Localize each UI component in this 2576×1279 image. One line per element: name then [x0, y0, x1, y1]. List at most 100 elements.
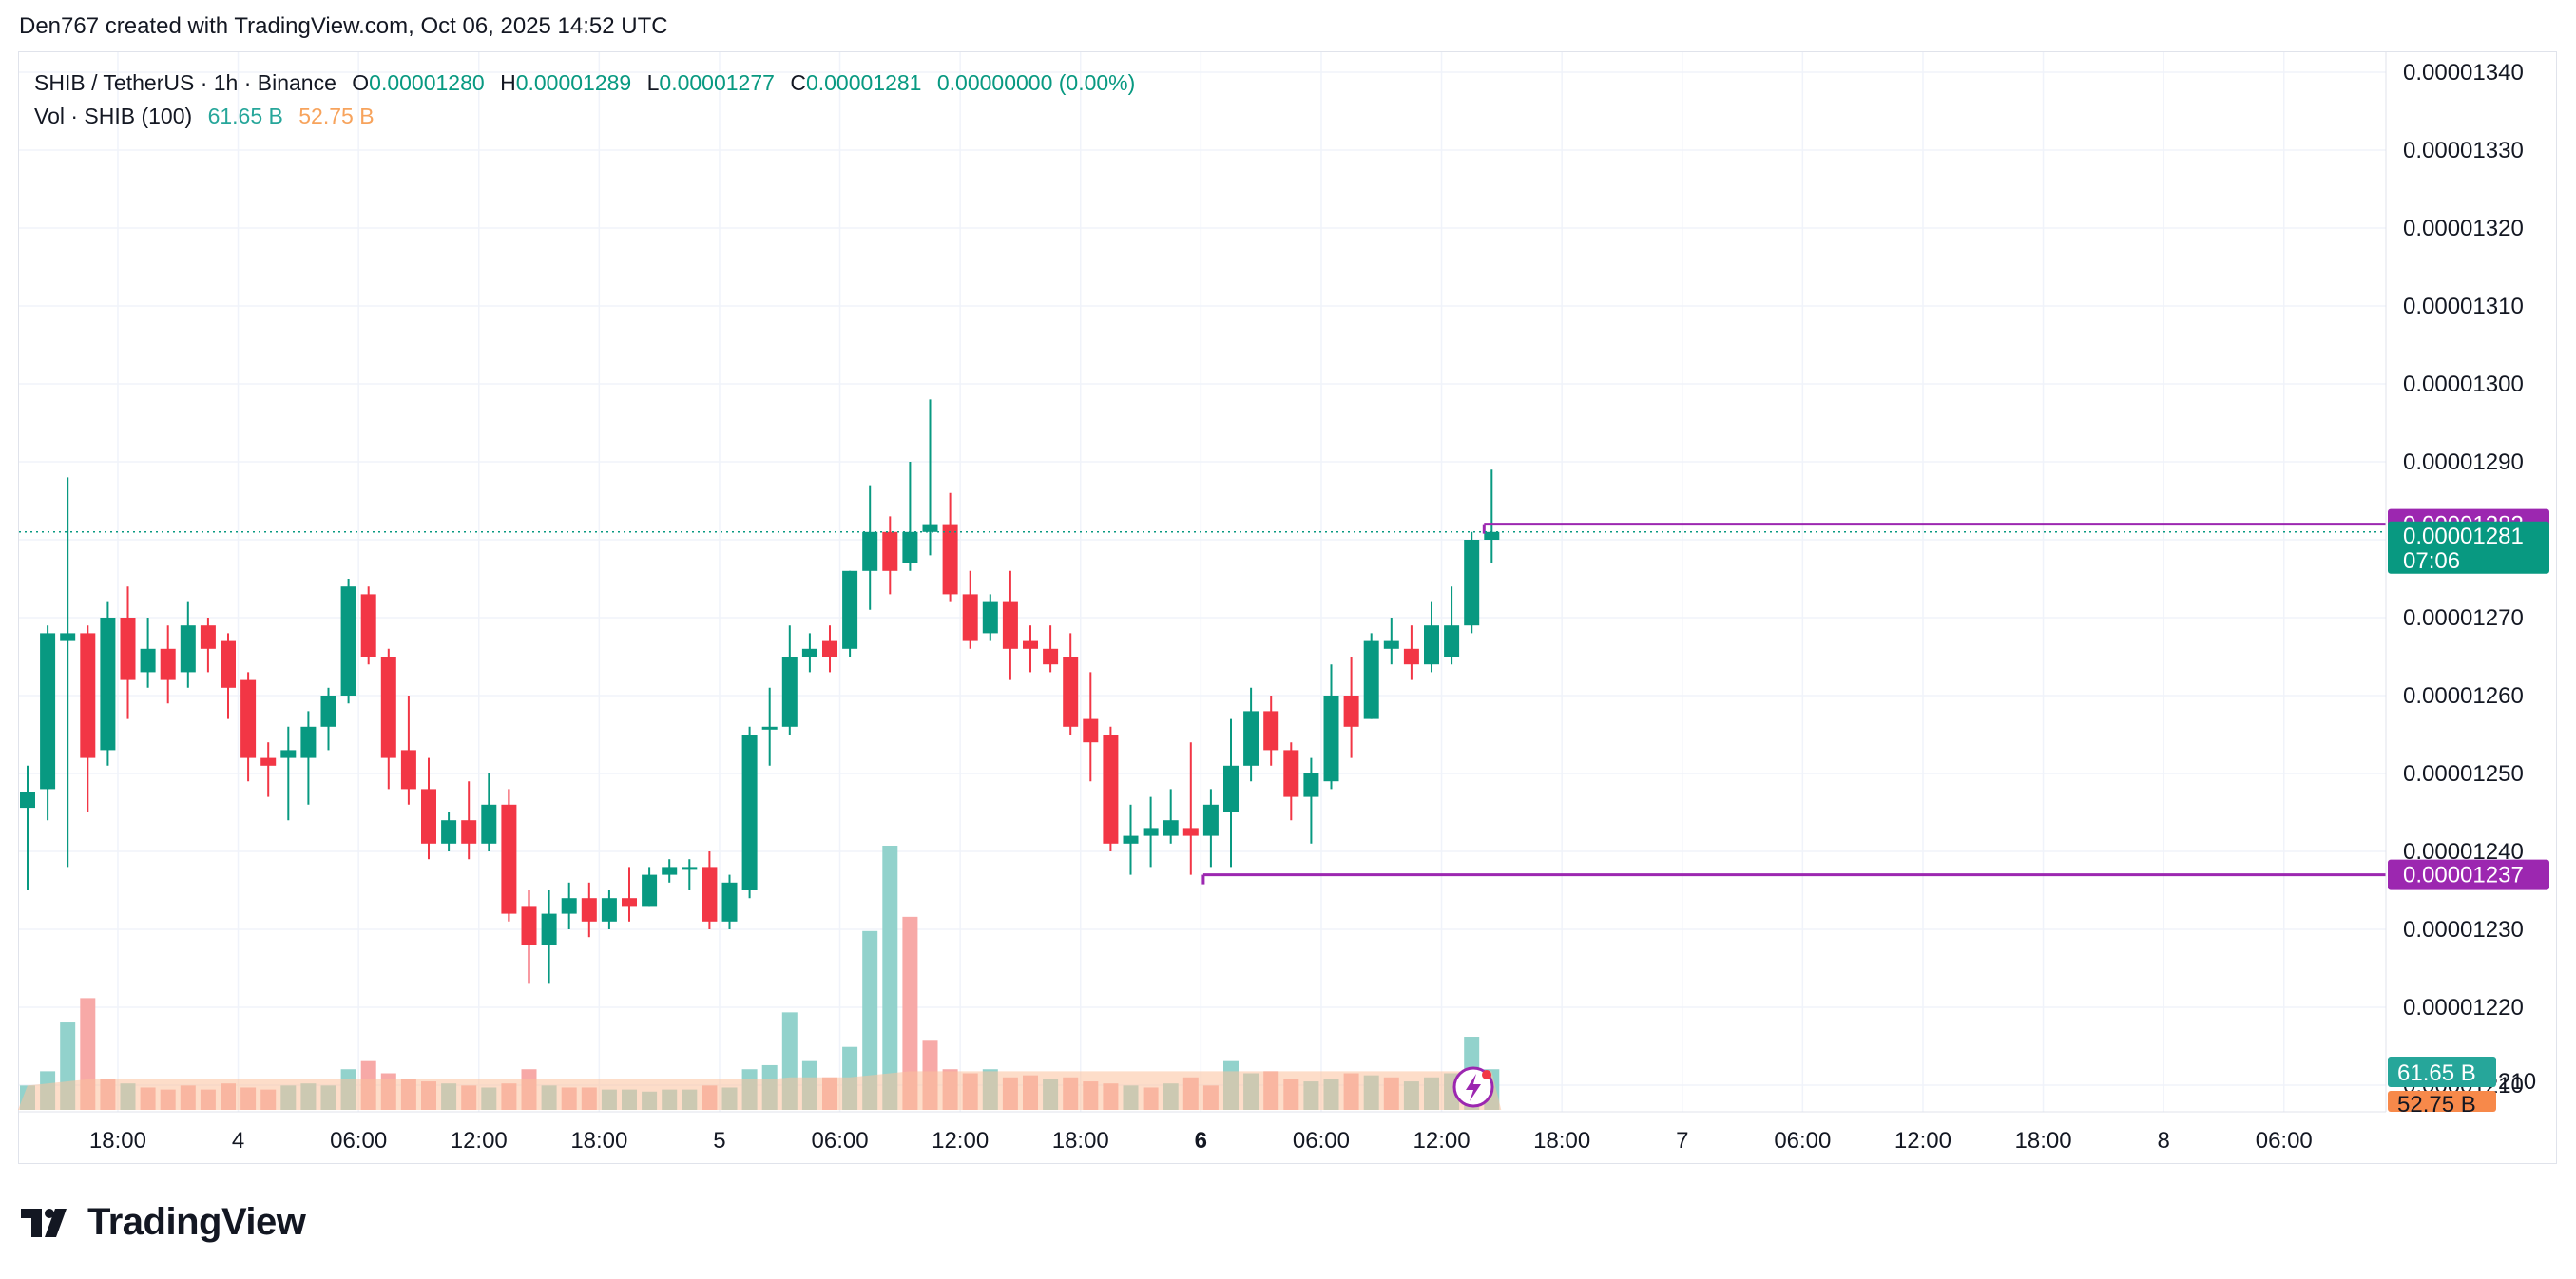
candle-body	[1123, 835, 1139, 844]
candle-body	[561, 898, 577, 914]
candle-body	[1223, 765, 1239, 812]
legend-volume-up: 61.65 B	[207, 104, 283, 128]
candle-body	[140, 648, 156, 673]
candle-body	[1484, 531, 1500, 540]
price-badges: 0.000012820.000012370.0000128107:0661.65…	[2388, 508, 2549, 1117]
candle-body	[581, 898, 597, 922]
price-tick-label: 0.00001290	[2403, 449, 2524, 475]
price-tick-label: 0.00001230	[2403, 917, 2524, 943]
volume-down-badge	[2388, 1091, 2496, 1112]
candle-body	[1182, 828, 1199, 836]
candle-body	[682, 867, 698, 870]
legend-close-value: 0.00001281	[805, 70, 922, 95]
legend: SHIB / TetherUS · 1h · Binance O 0.000012…	[34, 67, 1135, 133]
time-tick-label: 12:00	[1413, 1128, 1471, 1154]
candle-body	[1023, 640, 1038, 649]
lightning-icon[interactable]	[1452, 1066, 1494, 1108]
candle-body	[80, 633, 96, 758]
price-tick-label: 0.00001300	[2403, 372, 2524, 397]
time-tick-label: 18:00	[89, 1128, 146, 1154]
volume-ma-area	[18, 1071, 1502, 1110]
price-tick-label: 0.00001260	[2403, 683, 2524, 709]
time-tick-label: 06:00	[1293, 1128, 1350, 1154]
time-tick-label: 06:00	[330, 1128, 387, 1154]
candle-body	[662, 867, 678, 875]
candle-body	[1263, 711, 1279, 751]
candle-body	[360, 594, 376, 657]
volume-bars	[20, 846, 1500, 1110]
candle-body	[902, 531, 918, 563]
candle-body	[1363, 640, 1379, 719]
time-tick-label: 18:00	[570, 1128, 627, 1154]
legend-low-value: 0.00001277	[659, 70, 775, 95]
candle-body	[1243, 711, 1259, 766]
last-price-countdown: 07:06	[2403, 548, 2460, 574]
candle-body	[380, 657, 396, 758]
horizontal-lines	[19, 523, 2386, 885]
time-tick-label: 06:00	[2256, 1128, 2313, 1154]
time-tick-label: 6	[1195, 1128, 1207, 1154]
candle-body	[1163, 820, 1179, 836]
grid-lines	[19, 52, 2386, 1112]
candle-body	[421, 789, 436, 844]
time-tick-label: 12:00	[932, 1128, 989, 1154]
price-tick-label: 0.00001220	[2403, 995, 2524, 1021]
candle-body	[300, 726, 317, 758]
volume-ma	[18, 1071, 1502, 1110]
volume-bar	[882, 846, 898, 1110]
legend-high-value: 0.00001289	[515, 70, 632, 95]
price-axis: 0.00001340 0.00001330 0.00001320 0.00001310…	[2385, 52, 2524, 1112]
candle-body	[1464, 540, 1480, 626]
candle-body	[741, 735, 758, 890]
legend-symbol[interactable]: SHIB / TetherUS · 1h · Binance	[34, 70, 336, 95]
tradingview-logo-text: TradingView	[87, 1201, 306, 1243]
header-caption: Den767 created with TradingView.com, Oct…	[19, 13, 668, 39]
volume-down-badge-text: 52.75 B	[2397, 1092, 2476, 1117]
candle-body	[260, 757, 277, 766]
volume-up-badge	[2388, 1057, 2496, 1087]
candle-body	[1143, 828, 1159, 836]
candle-body	[1343, 696, 1359, 727]
tradingview-logo-icon	[21, 1208, 67, 1237]
candle-body	[320, 696, 336, 727]
legend-volume-row: Vol · SHIB (100) 61.65 B 52.75 B	[34, 100, 1135, 133]
candle-body	[541, 913, 557, 945]
candle-body	[801, 648, 817, 657]
price-tick-label: 0.00001250	[2403, 761, 2524, 787]
candle-body	[1103, 735, 1119, 844]
candle-body	[100, 618, 116, 751]
time-tick-label: 7	[1676, 1128, 1688, 1154]
time-tick-label: 18:00	[1533, 1128, 1590, 1154]
candle-body	[400, 750, 416, 790]
candle-body	[160, 648, 176, 680]
legend-volume-down: 52.75 B	[298, 104, 375, 128]
candle-body	[20, 792, 35, 809]
legend-high-label: H	[500, 70, 516, 95]
volume-bar	[902, 916, 918, 1110]
legend-low-label: L	[646, 70, 660, 95]
legend-volume-label[interactable]: Vol · SHIB (100)	[34, 104, 193, 128]
candle-body	[1063, 657, 1079, 727]
candle-body	[1424, 625, 1439, 665]
legend-ohlc-row: SHIB / TetherUS · 1h · Binance O 0.000012…	[34, 67, 1135, 100]
price-tick-label: 0.00001340	[2403, 60, 2524, 86]
tradingview-logo[interactable]: TradingView	[21, 1201, 306, 1244]
candle-body	[761, 726, 778, 730]
time-tick-label: 5	[713, 1128, 725, 1154]
legend-open-label: O	[352, 70, 370, 95]
candle-body	[962, 594, 978, 641]
candle-body	[1323, 696, 1339, 782]
candle-body	[1444, 625, 1460, 657]
chart-frame	[18, 51, 2557, 1164]
candle-body	[862, 531, 878, 571]
candle-body	[1043, 648, 1059, 665]
candle-body	[721, 882, 738, 922]
candle-body	[1283, 750, 1299, 797]
price-tick-label-partial: 210	[2498, 1069, 2536, 1095]
candle-body	[481, 804, 497, 844]
hline-price-badge	[2388, 859, 2549, 890]
volume-bar	[862, 930, 878, 1110]
price-tick-label: 0.00001320	[2403, 216, 2524, 241]
candle-body	[461, 820, 477, 844]
